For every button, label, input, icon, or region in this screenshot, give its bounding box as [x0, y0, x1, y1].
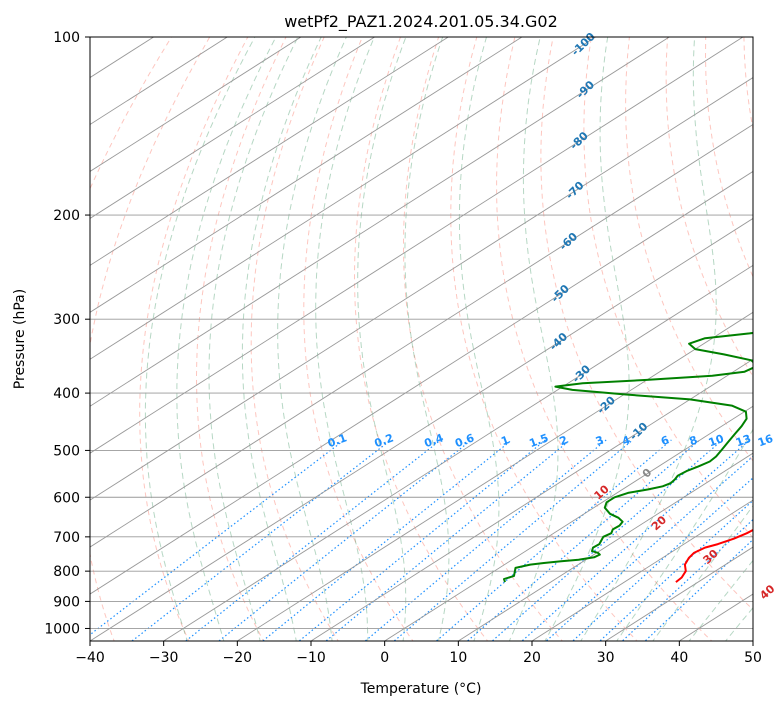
- moist-adiabat-line: [544, 37, 630, 641]
- mixing-ratio-label: 1.5: [527, 431, 550, 450]
- sounding-profiles: [503, 331, 753, 583]
- isotherm-line: [163, 264, 753, 641]
- mixing-ratio-label: 8: [688, 433, 700, 448]
- mixing-ratio-line: [131, 439, 392, 641]
- x-tick-label: −40: [75, 650, 105, 666]
- isotherm-line: [310, 358, 753, 641]
- mixing-ratio-label: 3: [594, 433, 606, 448]
- mixing-ratio-line: [435, 439, 672, 641]
- isotherm-line: [384, 405, 753, 641]
- plot-frame: [89, 36, 754, 642]
- x-tick-label: −20: [223, 650, 253, 666]
- y-axis-label: Pressure (hPa): [12, 289, 28, 389]
- isotherm-line: [90, 37, 596, 360]
- mixing-ratio-line: [298, 439, 546, 641]
- mixing-ratio-line: [571, 477, 753, 641]
- y-tick-label: 600: [53, 490, 80, 506]
- chart-title: wetPf2_PAZ1.2024.201.05.34.G02: [284, 12, 558, 32]
- y-tick-label: 300: [53, 312, 80, 328]
- isotherm-line: [237, 311, 753, 641]
- mixing-ratio-label: 13: [734, 432, 753, 449]
- dry-adiabat-line: [354, 37, 489, 641]
- x-tick-label: 10: [449, 650, 467, 666]
- mixing-ratio-label: 0.4: [422, 431, 445, 450]
- mixing-ratio-line: [325, 439, 571, 641]
- mixing-ratio-label: 10: [707, 432, 726, 450]
- plot-background: [90, 37, 753, 641]
- mixing-ratio-label: 2: [558, 433, 570, 448]
- x-tick-label: 30: [597, 650, 615, 666]
- isotherm-line: [90, 37, 744, 454]
- dry-adiabat-line: [665, 37, 753, 378]
- isotherm-line: [90, 77, 753, 501]
- y-tick-label: 100: [53, 30, 80, 46]
- isotherm-line: [90, 37, 375, 219]
- mixing-ratio-line: [491, 439, 723, 641]
- isotherm-line: [531, 499, 753, 641]
- mixing-ratio-label: 6: [659, 433, 671, 448]
- mixing-ratio-label: 4: [620, 433, 632, 448]
- isotherm-line: [90, 37, 523, 313]
- y-tick-label: 200: [53, 208, 80, 224]
- x-tick-label: 20: [523, 650, 541, 666]
- isotherm-line: [90, 217, 753, 641]
- y-tick-label: 800: [53, 564, 80, 580]
- x-tick-label: 0: [380, 650, 389, 666]
- y-tick-label: 400: [53, 386, 80, 402]
- isotherm-line: [90, 123, 753, 548]
- mixing-ratio-line: [90, 439, 345, 636]
- background-lines: [90, 37, 753, 641]
- mixing-ratio-line: [521, 439, 751, 641]
- y-tick-label: 900: [53, 594, 80, 610]
- mixing-ratio-label: 1: [499, 433, 511, 448]
- moist-adiabat-line: [580, 37, 717, 641]
- dry-adiabat-line: [303, 37, 414, 641]
- x-tick-label: 50: [744, 650, 762, 666]
- mixing-ratio-line: [184, 439, 442, 641]
- x-axis-label: Temperature (°C): [360, 681, 482, 697]
- isotherm-line: [458, 452, 753, 641]
- x-tick-label: −30: [149, 650, 179, 666]
- y-tick-label: 1000: [44, 621, 80, 637]
- mixing-ratio-line: [621, 518, 753, 641]
- axes: −40 −30 −20 −10 0 10 20 30 40 5010020030040050060…: [44, 30, 762, 666]
- isotherm-line: [90, 37, 449, 266]
- mixing-ratio-line: [545, 455, 753, 641]
- temperature-profile: [675, 528, 753, 583]
- isotherm-line: [90, 37, 302, 172]
- mixing-ratio-label: 16: [756, 432, 775, 450]
- y-tick-label: 500: [53, 443, 80, 459]
- mixing-ratio-line: [261, 439, 513, 641]
- dry-adiabat-line: [583, 37, 753, 539]
- isotherm-line: [90, 37, 670, 407]
- isotherm-line: [90, 170, 753, 595]
- dewpoint-profile: [503, 331, 753, 583]
- y-tick-label: 700: [53, 530, 80, 546]
- mixing-ratio-label: 0.2: [373, 431, 396, 450]
- mixing-ratio-label: 0.6: [453, 431, 476, 450]
- mixing-ratio-label: 0.1: [326, 431, 349, 450]
- x-tick-label: 40: [670, 650, 688, 666]
- x-tick-label: −10: [296, 650, 326, 666]
